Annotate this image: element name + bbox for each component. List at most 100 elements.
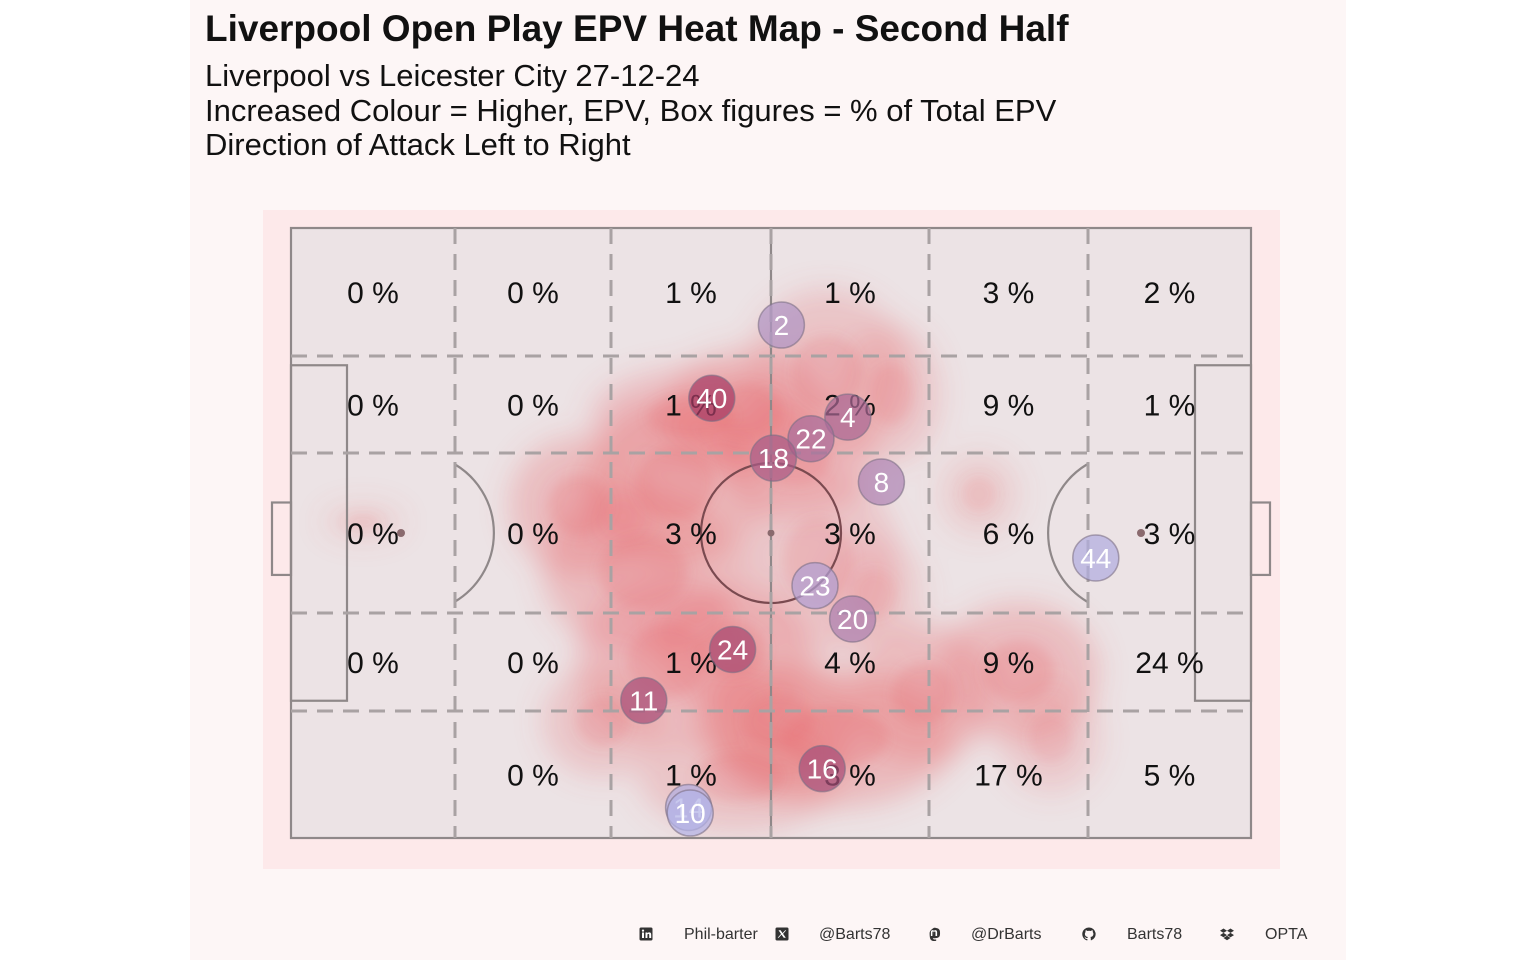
player-circle-18 xyxy=(749,434,798,482)
player-number-11: 11 xyxy=(629,685,658,716)
zone-label-r3-c2: 0 % xyxy=(507,518,559,551)
zone-label-r2-c2: 0 % xyxy=(507,390,559,423)
player-circle-8 xyxy=(857,458,906,506)
player-number-4: 4 xyxy=(840,402,856,433)
heat-core-16 xyxy=(961,475,997,513)
x-twitter-icon xyxy=(775,927,789,941)
player-circle-4 xyxy=(824,393,872,441)
right-penalty-arc xyxy=(1047,463,1088,603)
zone-label-r5-c2: 0 % xyxy=(507,760,559,793)
player-marker-2: 2 xyxy=(757,301,806,349)
player-marker-8: 8 xyxy=(857,458,906,506)
heat-core-7 xyxy=(599,535,687,609)
player-marker-23: 23 xyxy=(791,561,839,610)
player-circle-40 xyxy=(688,374,736,422)
zone-label-r5-c6: 5 % xyxy=(1144,760,1196,793)
mastodon-icon xyxy=(929,927,941,941)
player-number-18: 18 xyxy=(758,443,789,474)
player-circle-11 xyxy=(620,676,668,725)
github-icon xyxy=(1082,927,1096,941)
chart-title: Liverpool Open Play EPV Heat Map - Secon… xyxy=(205,8,1069,49)
right-goal xyxy=(1249,501,1272,577)
player-number-40: 40 xyxy=(696,383,727,414)
zone-label-r1-c5: 3 % xyxy=(983,277,1035,310)
heat-core-18 xyxy=(576,697,630,746)
zone-grid xyxy=(291,228,1251,838)
player-number-23: 23 xyxy=(799,571,830,602)
player-circle-22 xyxy=(787,414,835,463)
footer-linkedin-handle: Phil-barter xyxy=(684,926,758,943)
player-marker-44: 44 xyxy=(1072,534,1120,582)
heat-core-5 xyxy=(869,363,913,425)
heat-core-13 xyxy=(892,663,954,725)
player-markers: 2404221884423202411161410 xyxy=(620,301,1120,837)
heat-core-17 xyxy=(345,514,381,530)
player-number-24: 24 xyxy=(717,634,748,665)
player-marker-20: 20 xyxy=(828,595,877,643)
left-penalty-arc xyxy=(454,463,495,603)
zone-label-r4-c6: 24 % xyxy=(1135,647,1203,680)
player-circle-2 xyxy=(757,301,806,349)
left-penalty-spot xyxy=(397,529,405,537)
linkedin-icon xyxy=(639,927,653,941)
zone-label-r1-c3: 1 % xyxy=(665,277,717,310)
zone-label-r2-c1: 0 % xyxy=(347,390,399,423)
player-number-16: 16 xyxy=(807,754,838,785)
heat-core-1 xyxy=(635,446,715,520)
credits-footer: Phil-barter @Barts78 @DrBarts Barts78 OP… xyxy=(0,925,1536,947)
player-number-20: 20 xyxy=(837,604,868,635)
zone-label-r4-c2: 0 % xyxy=(507,647,559,680)
footer-data-source: OPTA xyxy=(1265,926,1308,943)
zone-label-r1-c1: 0 % xyxy=(347,277,399,310)
zone-label-r2-c6: 1 % xyxy=(1144,390,1196,423)
player-number-44: 44 xyxy=(1080,543,1111,574)
zone-label-r1-c6: 2 % xyxy=(1144,277,1196,310)
subtitle-line-1: Liverpool vs Leicester City 27-12-24 xyxy=(205,58,700,93)
player-marker-22: 22 xyxy=(787,414,835,463)
left-goal xyxy=(270,501,293,577)
right-penalty-spot xyxy=(1137,529,1145,537)
zone-label-r5-c5: 17 % xyxy=(974,760,1042,793)
player-marker-18: 18 xyxy=(749,434,798,482)
player-number-22: 22 xyxy=(795,424,826,455)
zone-label-r3-c4: 3 % xyxy=(824,518,876,551)
zone-label-r1-c4: 1 % xyxy=(824,277,876,310)
heat-core-12 xyxy=(695,752,783,802)
zone-label-r4-c4: 4 % xyxy=(824,647,876,680)
zone-label-r3-c1: 0 % xyxy=(347,518,399,551)
zone-label-r1-c2: 0 % xyxy=(507,277,559,310)
player-circle-23 xyxy=(791,561,839,610)
player-marker-4: 4 xyxy=(824,393,872,441)
footer-mastodon-handle: @DrBarts xyxy=(971,926,1042,943)
player-marker-10: 10 xyxy=(666,789,714,837)
player-marker-24: 24 xyxy=(708,625,757,674)
player-circle-44 xyxy=(1072,534,1120,582)
footer-x-handle: @Barts78 xyxy=(819,926,891,943)
dropbox-icon xyxy=(1220,928,1234,941)
player-circle-24 xyxy=(708,625,757,674)
footer-github-handle: Barts78 xyxy=(1127,926,1183,943)
player-number-10: 10 xyxy=(675,798,706,829)
subtitle-line-2: Increased Colour = Higher, EPV, Box figu… xyxy=(205,93,1057,128)
zone-label-r4-c3: 1 % xyxy=(665,647,717,680)
zone-label-r4-c1: 0 % xyxy=(347,647,399,680)
zone-label-r3-c6: 3 % xyxy=(1144,518,1196,551)
zone-label-r3-c5: 6 % xyxy=(983,518,1035,551)
player-marker-11: 11 xyxy=(620,676,668,725)
player-marker-16: 16 xyxy=(798,744,846,793)
zone-label-r3-c3: 3 % xyxy=(665,518,717,551)
player-number-8: 8 xyxy=(874,467,890,498)
heat-core-15 xyxy=(1029,713,1073,763)
zone-label-r2-c5: 9 % xyxy=(983,390,1035,423)
player-number-2: 2 xyxy=(774,310,790,341)
subtitle-line-3: Direction of Attack Left to Right xyxy=(205,127,631,162)
player-marker-40: 40 xyxy=(688,374,736,422)
heat-core-4 xyxy=(791,335,863,409)
heat-core-14 xyxy=(983,641,1055,703)
player-circle-20 xyxy=(828,595,877,643)
heat-core-0 xyxy=(548,474,610,536)
zone-label-r4-c5: 9 % xyxy=(983,647,1035,680)
player-circle-16 xyxy=(798,744,846,793)
centre-spot xyxy=(767,529,775,537)
